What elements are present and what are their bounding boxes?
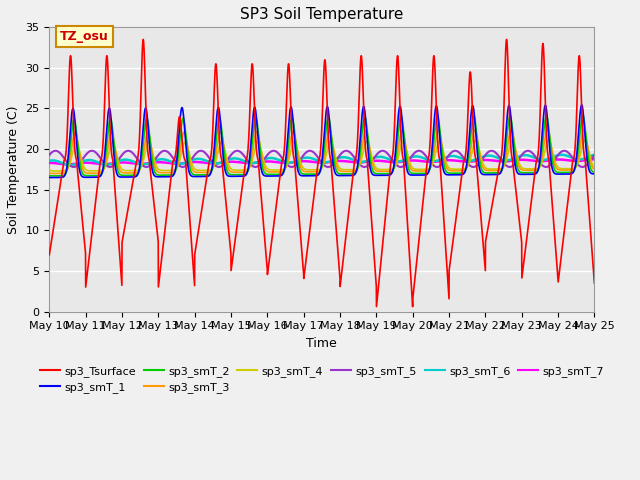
Legend: sp3_Tsurface, sp3_smT_1, sp3_smT_2, sp3_smT_3, sp3_smT_4, sp3_smT_5, sp3_smT_6, : sp3_Tsurface, sp3_smT_1, sp3_smT_2, sp3_… xyxy=(35,361,609,397)
Title: SP3 Soil Temperature: SP3 Soil Temperature xyxy=(240,7,404,22)
X-axis label: Time: Time xyxy=(307,337,337,350)
Text: TZ_osu: TZ_osu xyxy=(60,30,109,43)
Y-axis label: Soil Temperature (C): Soil Temperature (C) xyxy=(7,105,20,234)
